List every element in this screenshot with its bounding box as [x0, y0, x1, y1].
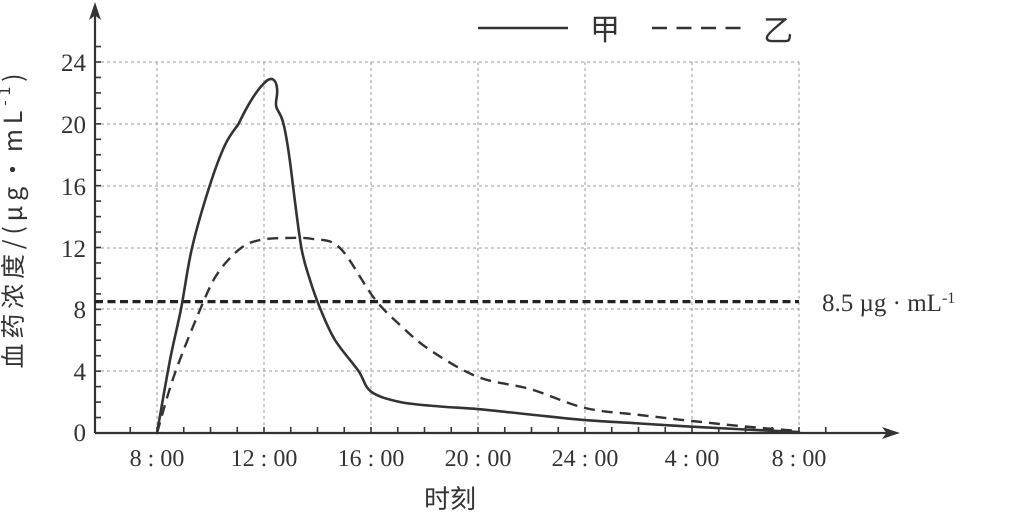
svg-text:8 : 00: 8 : 00 — [130, 446, 185, 472]
svg-text:时刻: 时刻 — [424, 479, 476, 515]
svg-text:4 : 00: 4 : 00 — [665, 446, 720, 472]
svg-text:0: 0 — [74, 420, 87, 447]
svg-text:12: 12 — [61, 236, 86, 263]
svg-text:24 : 00: 24 : 00 — [552, 446, 619, 472]
svg-text:8 : 00: 8 : 00 — [772, 446, 827, 472]
svg-text:8: 8 — [74, 297, 87, 324]
svg-text:20: 20 — [61, 112, 86, 139]
svg-text:16 : 00: 16 : 00 — [338, 446, 405, 472]
svg-text:16: 16 — [61, 174, 86, 201]
svg-text:8.5 µg · mL-1: 8.5 µg · mL-1 — [822, 290, 955, 318]
svg-text:20 : 00: 20 : 00 — [445, 446, 512, 472]
svg-text:乙: 乙 — [763, 6, 793, 50]
svg-text:12 : 00: 12 : 00 — [231, 446, 298, 472]
svg-text:24: 24 — [61, 50, 87, 77]
svg-text:甲: 甲 — [590, 5, 620, 49]
svg-text:4: 4 — [74, 359, 87, 386]
svg-text:血药浓度/(µg·mL-1): 血药浓度/(µg·mL-1) — [0, 69, 30, 369]
